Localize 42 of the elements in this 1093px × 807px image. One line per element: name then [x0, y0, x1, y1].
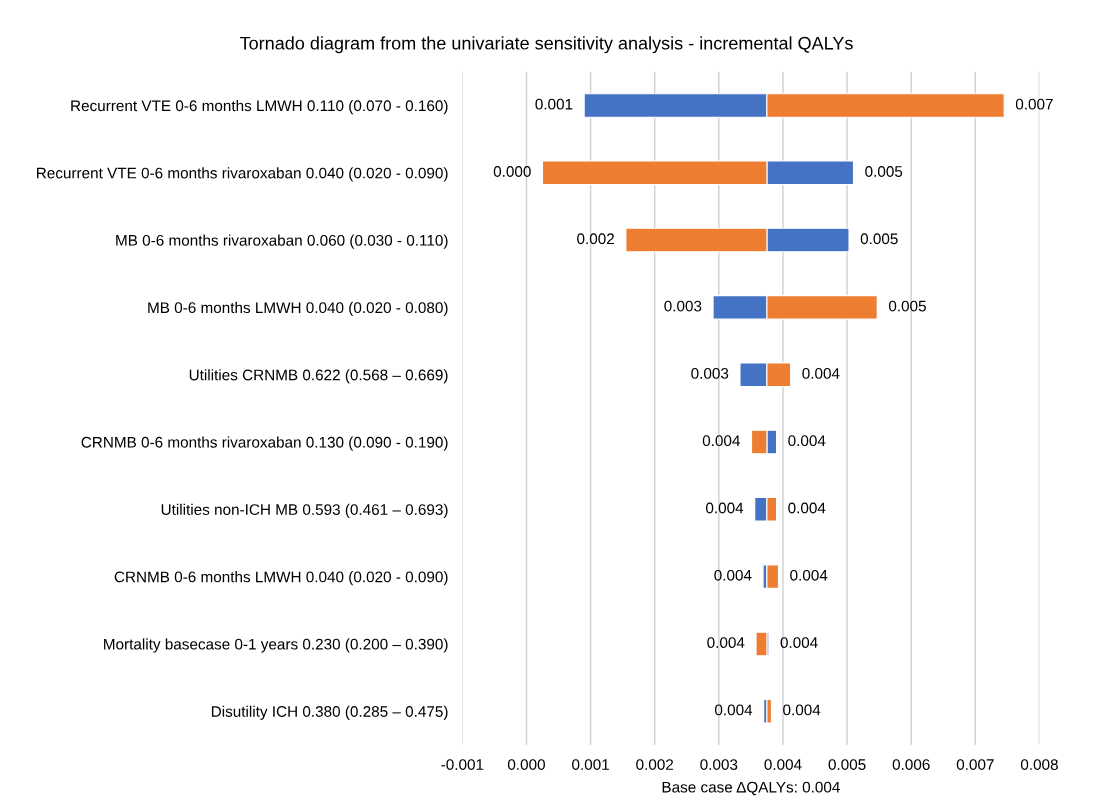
- data-label: 0.005: [888, 300, 926, 312]
- data-label: 0.003: [664, 300, 702, 312]
- data-label: 0.004: [707, 637, 745, 649]
- x-tick-label: -0.001: [441, 759, 484, 770]
- data-label: 0.004: [714, 569, 752, 581]
- x-tick-label: 0.007: [956, 759, 994, 770]
- x-tick-label: 0.003: [700, 759, 738, 770]
- data-label: 0.004: [788, 502, 826, 514]
- data-label: 0.004: [706, 502, 744, 514]
- x-tick-label: 0.001: [572, 759, 609, 770]
- x-tick-label: 0.002: [636, 759, 674, 770]
- data-label: 0.004: [714, 704, 753, 716]
- y-tick-label: Utilities CRNMB 0.622 (0.568 – 0.669): [189, 369, 448, 384]
- data-label: 0.003: [691, 367, 729, 379]
- data-label: 0.000: [493, 166, 531, 177]
- data-label: 0.005: [865, 166, 903, 177]
- data-label: 0.004: [802, 367, 840, 379]
- y-tick-label: CRNMB 0-6 months rivaroxaban 0.130 (0.090 - 0.190): [81, 436, 448, 451]
- x-tick-label: 0.000: [507, 759, 545, 770]
- data-label: 0.004: [788, 435, 826, 447]
- y-tick-label: CRNMB 0-6 months LMWH 0.040 (0.020 - 0.090): [114, 571, 448, 586]
- y-tick-label: MB 0-6 months LMWH 0.040 (0.020 - 0.080): [148, 301, 448, 317]
- data-label: 0.007: [1015, 98, 1053, 110]
- data-label: 0.001: [535, 98, 573, 110]
- y-tick-label: Disutility ICH 0.380 (0.285 – 0.475): [211, 705, 448, 720]
- x-tick-label: 0.006: [892, 759, 930, 770]
- data-label: 0.004: [702, 435, 740, 447]
- data-label: 0.004: [780, 637, 818, 649]
- x-axis-title: Base case ΔQALYs: 0.004: [662, 781, 840, 796]
- y-tick-label: Utilities non-ICH MB 0.593 (0.461 – 0.693): [161, 503, 448, 518]
- data-label: 0.004: [790, 569, 828, 581]
- data-label: 0.005: [860, 233, 898, 245]
- data-label: 0.002: [577, 233, 614, 245]
- data-label: 0.004: [783, 704, 821, 716]
- y-tick-label: Mortality basecase 0-1 years 0.230 (0.200 – 0.390): [104, 638, 448, 653]
- chart-title: Tornado diagram from the univariate sensitivity analysis - incremental QALYs: [240, 36, 853, 54]
- x-tick-label: 0.004: [764, 759, 802, 770]
- y-tick-label: Recurrent VTE 0-6 months rivaroxaban 0.040 (0.020 - 0.090): [37, 167, 448, 182]
- y-tick-label: MB 0-6 months rivaroxaban 0.060 (0.030 - 0.110): [116, 234, 448, 249]
- x-tick-label: 0.008: [1020, 759, 1058, 770]
- x-tick-label: 0.005: [828, 759, 866, 770]
- y-tick-label: Recurrent VTE 0-6 months LMWH 0.110 (0.070 - 0.160): [71, 99, 448, 115]
